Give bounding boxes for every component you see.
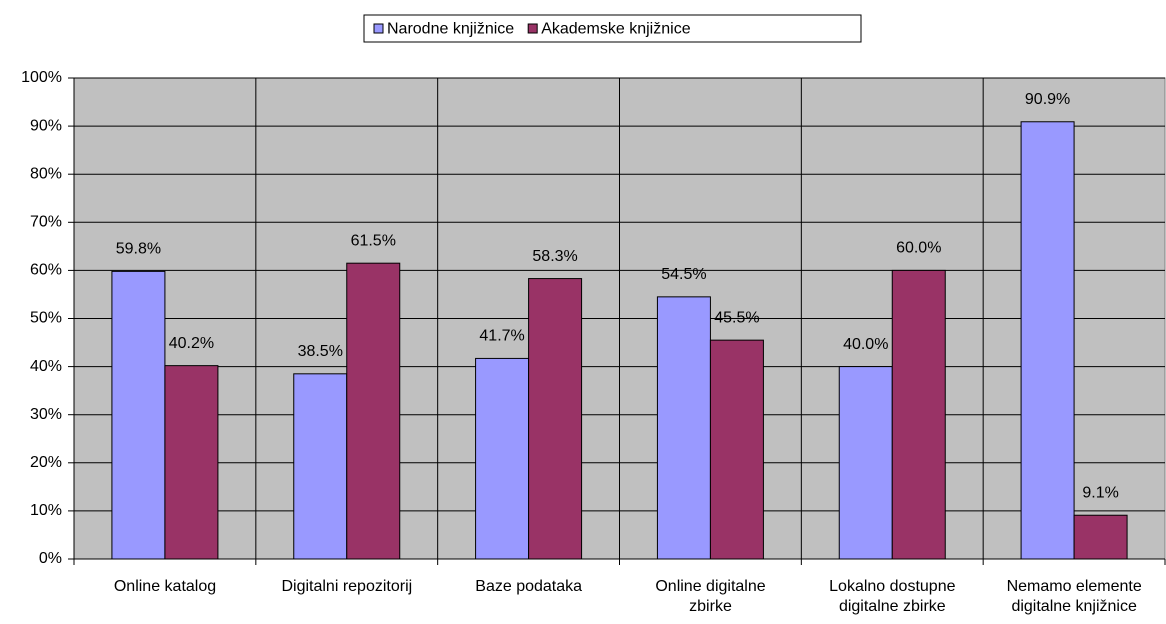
data-label: 40.2% [169, 335, 214, 352]
x-tick-label: Baze podataka [475, 578, 583, 595]
bar [656, 296, 711, 560]
y-tick-label: 20% [30, 454, 62, 471]
x-tick-label: Lokalno dostupne digitalne zbirke [829, 578, 956, 615]
bar [891, 269, 946, 560]
y-tick-label: 40% [30, 358, 62, 375]
x-tick-label: Digitalni repozitorij [281, 578, 413, 595]
x-tick-label: Online digitalne zbirke [655, 578, 766, 615]
bar [838, 366, 893, 560]
bar [164, 365, 219, 560]
y-tick-label: 30% [30, 406, 62, 423]
y-tick-label: 80% [30, 165, 62, 182]
legend-label: Akademske knjižnice [541, 21, 691, 38]
y-tick-label: 10% [30, 502, 62, 519]
legend-swatch [527, 23, 538, 34]
data-label: 58.3% [532, 248, 577, 265]
bar [346, 262, 401, 560]
data-label: 41.7% [479, 328, 524, 345]
y-tick-label: 90% [30, 117, 62, 134]
bar [1073, 514, 1128, 560]
data-label: 38.5% [298, 343, 343, 360]
y-tick-label: 60% [30, 262, 62, 279]
bar [1020, 121, 1075, 560]
x-tick-label: Nemamo elemente digitalne knjižnice [1006, 578, 1142, 615]
legend-box [363, 14, 862, 43]
bar [475, 357, 530, 560]
y-tick-label: 70% [30, 214, 62, 231]
bar [111, 270, 166, 560]
data-label: 40.0% [843, 336, 888, 353]
y-tick-label: 100% [21, 69, 62, 86]
legend-label: Narodne knjižnice [387, 21, 514, 38]
bar [528, 278, 583, 560]
x-tick-label: Online katalog [113, 578, 217, 595]
data-label: 90.9% [1025, 91, 1070, 108]
data-label: 9.1% [1082, 484, 1118, 501]
bar [293, 373, 348, 560]
data-label: 60.0% [896, 240, 941, 257]
bar [709, 339, 764, 560]
data-label: 54.5% [661, 266, 706, 283]
data-label: 61.5% [351, 232, 396, 249]
data-label: 45.5% [714, 309, 759, 326]
y-tick-label: 50% [30, 310, 62, 327]
legend-swatch [373, 23, 384, 34]
data-label: 59.8% [116, 241, 161, 258]
y-tick-label: 0% [39, 550, 62, 567]
